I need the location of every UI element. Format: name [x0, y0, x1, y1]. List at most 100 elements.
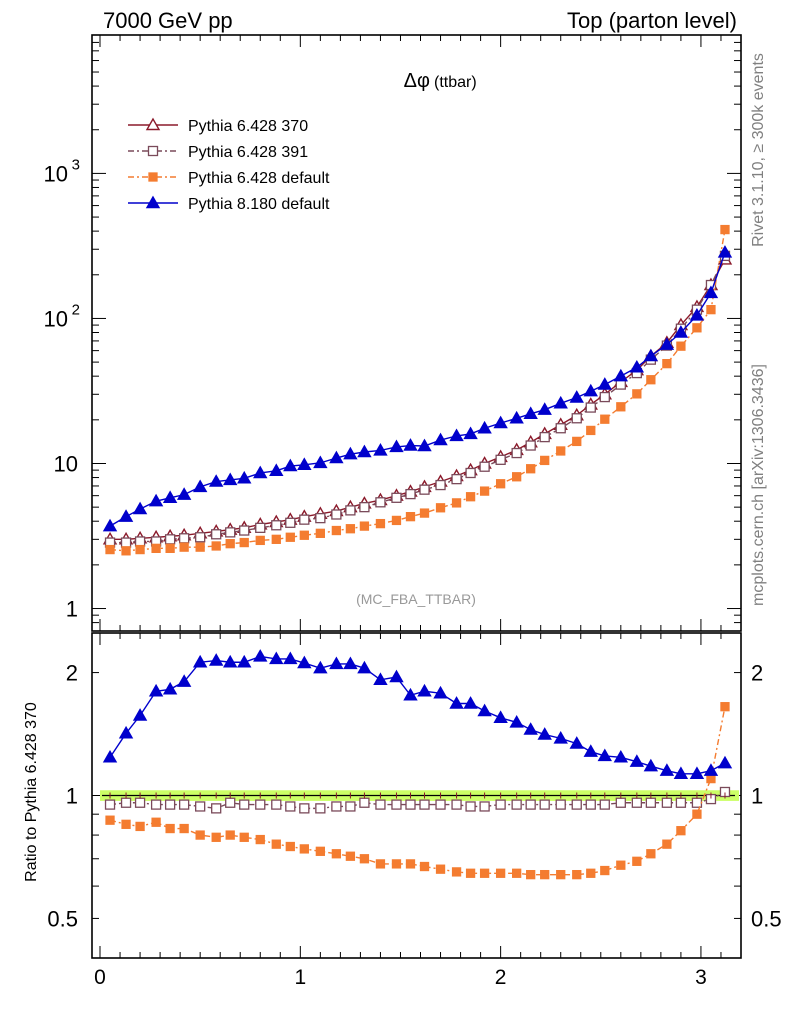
- main-p391-point: [285, 517, 296, 528]
- main-p391-point: [255, 522, 266, 533]
- ratio-p391-point: [631, 797, 642, 808]
- main-pdef-point: [121, 546, 131, 556]
- ratio-p8-point: [389, 669, 404, 683]
- main-p8-point: [613, 368, 629, 382]
- x-tick-label: 3: [695, 966, 707, 989]
- legend-swatch-marker: [148, 172, 158, 182]
- main-p370: [102, 252, 733, 545]
- ratio-p8-point: [192, 654, 208, 668]
- main-p391-point: [375, 497, 386, 508]
- main-pdef-point: [676, 341, 686, 351]
- main-p391-line: [110, 255, 726, 544]
- ratio-p8-point: [659, 763, 675, 776]
- main-p8-point: [523, 406, 538, 420]
- main-p8-point: [343, 446, 358, 460]
- ratio-p391-point: [359, 797, 370, 808]
- main-p391-point: [599, 391, 610, 403]
- ratio-p391-point: [495, 799, 506, 810]
- main-p8-point: [673, 325, 689, 338]
- x-tick-label: 0: [94, 966, 106, 989]
- ratio-panel: 0 1 2 3 0.5 0.5 1 1 2 2: [47, 632, 782, 989]
- main-p8-point: [659, 337, 675, 350]
- main-pdef-point: [706, 304, 716, 315]
- ratio-p391-point: [195, 801, 206, 812]
- ratio-p8-point: [643, 758, 659, 772]
- ratio-p391-point: [585, 799, 596, 810]
- ratio-pdef: [105, 702, 730, 880]
- ratio-pdef-point: [405, 859, 416, 869]
- main-pdef-point: [315, 528, 326, 538]
- main-p370-line: [110, 259, 726, 541]
- main-p391-point: [315, 512, 326, 524]
- ratio-p391-point: [451, 799, 462, 810]
- ratio-pdef-point: [556, 869, 566, 880]
- main-p8-point: [433, 432, 448, 446]
- main-p391-point: [525, 440, 536, 451]
- ratio-pdef-point: [225, 830, 235, 840]
- main-p391-point: [299, 514, 310, 525]
- ratio-p391-point: [691, 797, 703, 808]
- ratio-p8-point: [297, 655, 312, 669]
- ratio-p8-point: [553, 730, 568, 744]
- main-pdef-point: [345, 524, 356, 534]
- ratio-p8-point: [583, 744, 598, 757]
- ratio-pdef-point: [391, 859, 402, 869]
- ratio-y-axis-label: Ratio to Pythia 6.428 370: [23, 702, 40, 882]
- main-p391-point: [178, 533, 190, 544]
- y-tick-label-right: 1: [751, 784, 763, 809]
- ratio-p8-line: [109, 655, 726, 775]
- main-p391-point: [585, 402, 596, 413]
- ratio-p8-point: [597, 748, 612, 762]
- main-pdef-point: [512, 472, 522, 482]
- ratio-p391-point: [345, 801, 356, 812]
- main-pdef-point: [285, 532, 295, 542]
- main-p8-point: [162, 490, 178, 504]
- legend-item-p391: Pythia 6.428 391: [128, 144, 308, 161]
- ratio-pdef-point: [165, 823, 175, 834]
- ratio-p391-point: [675, 797, 687, 808]
- main-p8-point: [569, 390, 584, 403]
- ratio-p8-point: [449, 696, 464, 709]
- main-p8-point: [553, 395, 568, 409]
- ratio-p8-point: [417, 683, 432, 697]
- main-p8-point: [449, 428, 464, 442]
- ratio-pdef-point: [600, 865, 610, 876]
- ratio-p8-point: [162, 681, 178, 695]
- main-p8-point: [253, 465, 268, 479]
- ratio-p391-point: [211, 803, 222, 814]
- main-p8-point: [717, 245, 733, 258]
- main-p391-point: [495, 454, 506, 465]
- main-p8-point: [597, 377, 612, 390]
- main-p8-point: [417, 438, 432, 452]
- ratio-pdef-point: [375, 859, 386, 869]
- ratio-p391-point: [331, 801, 342, 812]
- legend-label: Pythia 6.428 391: [188, 144, 308, 161]
- ratio-p8-point: [343, 656, 358, 670]
- y-tick-label-right: 2: [751, 661, 763, 686]
- main-pdef-point: [151, 543, 161, 553]
- main-p8-point: [689, 307, 705, 321]
- main-p391-point: [120, 537, 132, 548]
- ratio-pdef-point: [646, 849, 656, 859]
- ratio-pdef-point: [692, 809, 702, 819]
- main-pdef-point: [299, 530, 309, 540]
- ratio-p8-point: [703, 763, 719, 776]
- main-pdef-point: [451, 498, 462, 508]
- ratio-p391-point: [571, 799, 582, 810]
- y-tick-label-right: 0.5: [751, 906, 782, 931]
- main-p8-point: [237, 470, 252, 484]
- main-pdef-point: [465, 492, 476, 502]
- ratio-pdef-point: [512, 868, 522, 878]
- legend-item-p370: Pythia 6.428 370: [128, 117, 308, 135]
- main-pdef-point: [616, 402, 626, 412]
- main-pdef-point: [419, 508, 430, 518]
- main-p8-point: [493, 415, 508, 429]
- main-pdef-point: [662, 358, 672, 369]
- ratio-p391-point: [465, 801, 476, 812]
- ratio-p8-point: [537, 727, 552, 740]
- x-tick-label: 1: [294, 966, 306, 989]
- ratio-p391-point: [615, 797, 626, 808]
- main-p8-point: [389, 439, 404, 453]
- main-p8-point: [192, 479, 208, 493]
- ratio-p8-point: [629, 754, 645, 767]
